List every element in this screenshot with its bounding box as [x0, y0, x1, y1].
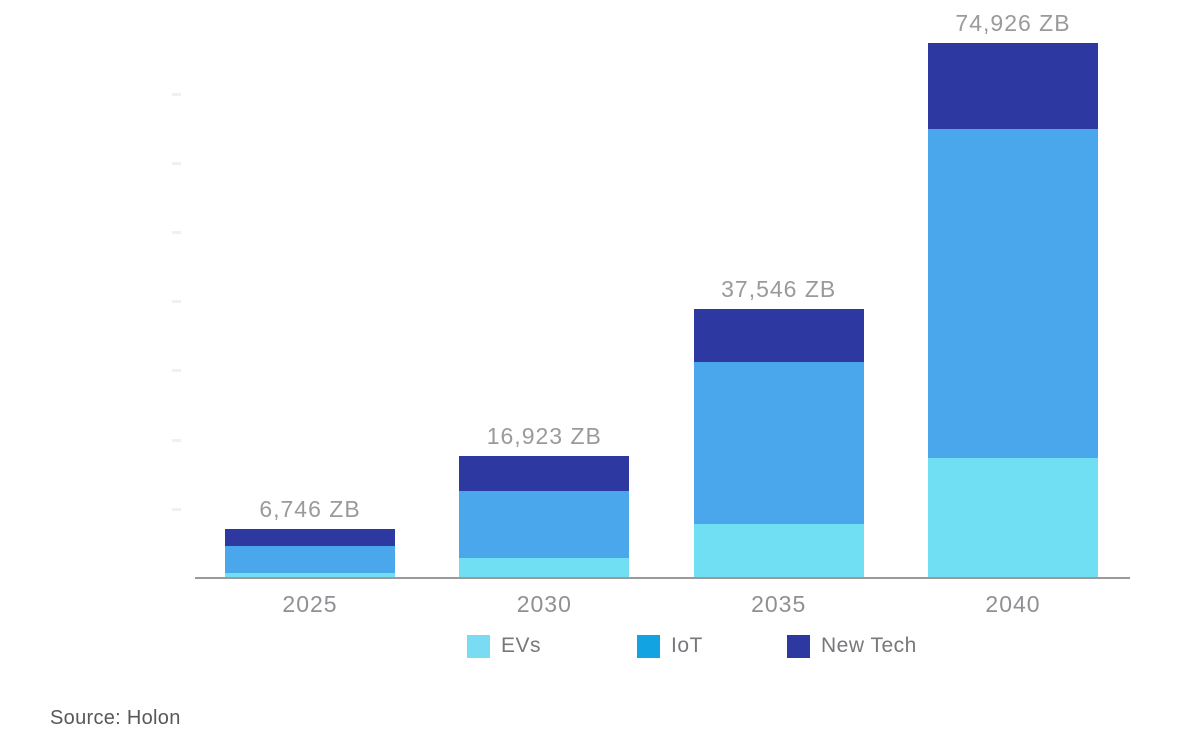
- bar-2035-segment-new-tech: [693, 309, 864, 362]
- bar-2035-segment-iot: [693, 361, 864, 525]
- total-label-2040: 74,926 ZB: [955, 9, 1071, 36]
- y-tick: [172, 231, 181, 234]
- legend-item-iot: IoT: [637, 634, 703, 658]
- x-axis-label-2035: 2035: [751, 591, 807, 617]
- bar-2030-segment-new-tech: [459, 456, 630, 491]
- y-tick: [172, 300, 181, 304]
- legend-swatch-iot: [637, 634, 660, 658]
- x-axis-label-2025: 2025: [282, 591, 338, 617]
- bar-2030-segment-iot: [459, 490, 630, 559]
- total-label-2025: 6,746 ZB: [259, 495, 361, 522]
- total-label-2030: 16,923 ZB: [486, 423, 602, 450]
- x-axis-label-2040: 2040: [985, 591, 1041, 617]
- legend-label-iot: IoT: [671, 634, 703, 657]
- legend-item-new-tech: New Tech: [787, 634, 917, 658]
- legend-swatch-evs: [467, 634, 490, 658]
- x-axis-label-2030: 2030: [516, 591, 572, 617]
- y-tick: [172, 369, 181, 373]
- bar-2030-segment-evs: [459, 558, 630, 577]
- bar-2035-segment-evs: [693, 524, 864, 577]
- bar-2025-segment-new-tech: [225, 528, 395, 547]
- bar-2025-segment-evs: [225, 572, 395, 577]
- bar-2040-segment-evs: [928, 457, 1098, 577]
- legend-label-new-tech: New Tech: [821, 634, 917, 657]
- source-text: Source: Holon: [50, 707, 181, 729]
- y-tick: [172, 161, 181, 165]
- x-axis-line: [195, 576, 1130, 579]
- bar-2040-segment-iot: [928, 129, 1098, 458]
- y-tick: [172, 438, 181, 442]
- y-tick: [172, 507, 181, 511]
- legend-swatch-new-tech: [787, 634, 810, 658]
- bar-2040-segment-new-tech: [928, 42, 1098, 130]
- total-label-2035: 37,546 ZB: [721, 276, 837, 303]
- legend-label-evs: EVs: [501, 634, 542, 657]
- y-tick: [172, 92, 181, 96]
- bar-2025-segment-iot: [225, 546, 395, 573]
- legend-item-evs: EVs: [467, 634, 541, 658]
